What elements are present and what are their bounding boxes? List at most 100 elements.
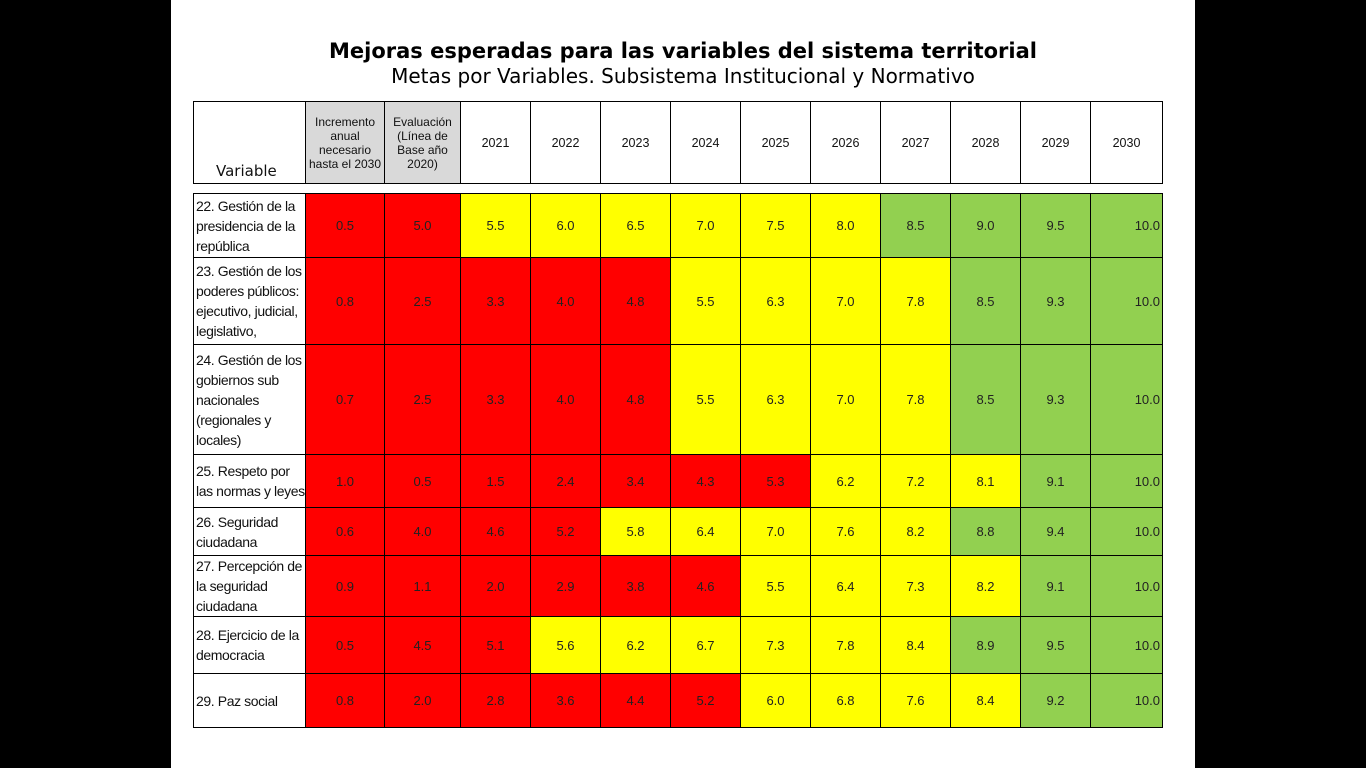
value-cell: 7.8 (880, 344, 951, 455)
page-title: Mejoras esperadas para las variables del… (329, 39, 1037, 63)
value-cell: 10.0 (1090, 257, 1163, 345)
value-cell: 0.5 (384, 454, 461, 508)
value-cell: 8.5 (880, 193, 951, 258)
row-label: 26. Seguridad ciudadana (193, 507, 306, 556)
row-label-line: república (196, 237, 250, 254)
header-year: 2022 (530, 101, 601, 184)
value-cell: 8.9 (950, 616, 1021, 674)
row-label-line: 29. Paz social (196, 692, 278, 709)
value-cell: 9.3 (1020, 257, 1091, 345)
header-year: 2025 (740, 101, 811, 184)
header-evaluation-line: (Línea de (397, 128, 448, 143)
value-cell: 10.0 (1090, 616, 1163, 674)
value-cell: 4.0 (530, 344, 601, 455)
table-row: 22. Gestión de la presidencia de la repúbl… (193, 193, 1163, 258)
value-cell: 6.0 (530, 193, 601, 258)
value-cell: 2.0 (384, 673, 461, 728)
value-cell: 4.8 (600, 257, 671, 345)
header-year: 2024 (670, 101, 741, 184)
value-cell: 5.5 (460, 193, 531, 258)
value-cell: 0.9 (305, 555, 385, 617)
value-cell: 7.0 (810, 257, 881, 345)
value-cell: 8.8 (950, 507, 1021, 556)
value-cell: 7.0 (740, 507, 811, 556)
row-label-line: la seguridad (196, 578, 268, 594)
value-cell: 6.2 (810, 454, 881, 508)
value-cell: 4.0 (384, 507, 461, 556)
value-cell: 8.1 (950, 454, 1021, 508)
value-cell: 3.3 (460, 257, 531, 345)
value-cell: 9.4 (1020, 507, 1091, 556)
row-label-line: 23. Gestión de los (196, 263, 302, 279)
value-cell: 8.0 (810, 193, 881, 258)
value-cell: 5.1 (460, 616, 531, 674)
value-cell: 5.3 (740, 454, 811, 508)
page-subtitle: Metas por Variables. Subsistema Instituc… (391, 64, 975, 88)
header-year: 2028 (950, 101, 1021, 184)
row-label-line: gobiernos sub (196, 371, 279, 388)
value-cell: 5.0 (384, 193, 461, 258)
value-cell: 9.5 (1020, 616, 1091, 674)
row-label-line: locales) (196, 431, 242, 448)
header-variable: Variable (193, 101, 306, 184)
header-table: Variable Incremento anual necesario hast… (193, 101, 1163, 184)
header-increment-line: anual (330, 128, 360, 143)
value-cell: 7.0 (810, 344, 881, 455)
value-cell: 4.5 (384, 616, 461, 674)
value-cell: 8.4 (880, 616, 951, 674)
value-cell: 8.2 (880, 507, 951, 556)
value-cell: 5.2 (670, 673, 741, 728)
value-cell: 9.0 (950, 193, 1021, 258)
value-cell: 1.0 (305, 454, 385, 508)
value-cell: 6.7 (670, 616, 741, 674)
value-cell: 3.8 (600, 555, 671, 617)
row-label: 28. Ejercicio de la democracia (193, 616, 306, 674)
value-cell: 5.8 (600, 507, 671, 556)
row-label-line: poderes públicos: (196, 283, 299, 299)
value-cell: 3.3 (460, 344, 531, 455)
value-cell: 9.5 (1020, 193, 1091, 258)
value-cell: 5.2 (530, 507, 601, 556)
value-cell: 3.4 (600, 454, 671, 508)
slide: Mejoras esperadas para las variables del… (171, 0, 1195, 768)
row-label-line: presidencia de la (196, 217, 296, 234)
value-cell: 2.0 (460, 555, 531, 617)
value-cell: 8.5 (950, 344, 1021, 455)
row-label: 22. Gestión de la presidencia de la repúbl… (193, 193, 306, 258)
value-cell: 8.4 (950, 673, 1021, 728)
value-cell: 10.0 (1090, 454, 1163, 508)
value-cell: 0.5 (305, 616, 385, 674)
value-cell: 4.0 (530, 257, 601, 345)
table-row: 29. Paz social 0.8 2.0 2.8 3.6 4.4 5.2 6.0 6.8 7.… (193, 673, 1163, 728)
header-evaluation-line: Base año (397, 142, 448, 157)
row-label-line: ejecutivo, judicial, (196, 303, 298, 319)
value-cell: 2.8 (460, 673, 531, 728)
row-label: 24. Gestión de los gobiernos sub nacionale… (193, 344, 306, 455)
row-label-line: (regionales y (196, 411, 271, 428)
table-row: 25. Respeto por las normas y leyes 1.0 0.5 1… (193, 454, 1163, 508)
value-cell: 10.0 (1090, 507, 1163, 556)
value-cell: 4.8 (600, 344, 671, 455)
header-increment-line: hasta el 2030 (308, 156, 382, 171)
row-label-line: ciudadana (196, 533, 258, 550)
value-cell: 3.6 (530, 673, 601, 728)
header-increment-line: Incremento (314, 114, 376, 129)
value-cell: 7.6 (880, 673, 951, 728)
value-cell: 10.0 (1090, 555, 1163, 617)
value-cell: 6.3 (740, 257, 811, 345)
value-cell: 10.0 (1090, 344, 1163, 455)
row-label: 29. Paz social (193, 673, 306, 728)
value-cell: 0.6 (305, 507, 385, 556)
header-year: 2021 (460, 101, 531, 184)
row-label-line: ciudadana (196, 598, 258, 614)
value-cell: 4.6 (670, 555, 741, 617)
header-evaluation-line: 2020) (407, 156, 438, 171)
row-label-line: 22. Gestión de la (196, 197, 296, 214)
header-year: 2027 (880, 101, 951, 184)
value-cell: 7.8 (880, 257, 951, 345)
value-cell: 5.5 (670, 344, 741, 455)
value-cell: 7.6 (810, 507, 881, 556)
value-cell: 2.4 (530, 454, 601, 508)
header-year: 2023 (600, 101, 671, 184)
value-cell: 1.1 (384, 555, 461, 617)
